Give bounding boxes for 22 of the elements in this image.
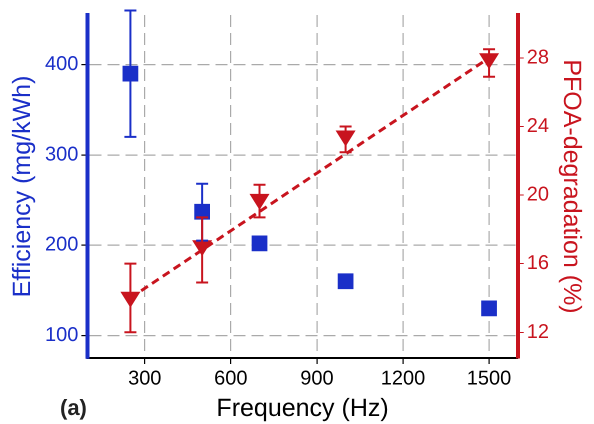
x-tick-label: 1200 — [380, 368, 426, 390]
x-tick-label: 300 — [128, 368, 162, 390]
x-tick-label: 600 — [214, 368, 248, 390]
y2-tick-label: 24 — [526, 114, 550, 137]
x-tick-label: 900 — [300, 368, 334, 390]
point — [252, 236, 268, 252]
point — [122, 66, 138, 82]
y-tick-label: 100 — [44, 324, 78, 346]
x-axis-title: Frequency (Hz) — [216, 394, 389, 422]
y2-tick-label: 12 — [526, 320, 550, 343]
y2-tick-label: 20 — [526, 184, 550, 206]
y-tick-label: 300 — [44, 143, 78, 166]
y-tick-label: 400 — [44, 53, 78, 76]
text: (a) — [60, 395, 87, 420]
y2-tick-label: 16 — [526, 252, 550, 274]
point — [481, 300, 497, 316]
point — [338, 273, 354, 290]
y2-axis-title: PFOA-degradation (%) — [558, 59, 586, 314]
y-axis-title: Efficiency (mg/kWh) — [8, 76, 36, 298]
y-tick-label: 200 — [44, 234, 78, 256]
x-tick-label: 1500 — [466, 368, 512, 390]
y2-tick-label: 28 — [526, 46, 550, 68]
